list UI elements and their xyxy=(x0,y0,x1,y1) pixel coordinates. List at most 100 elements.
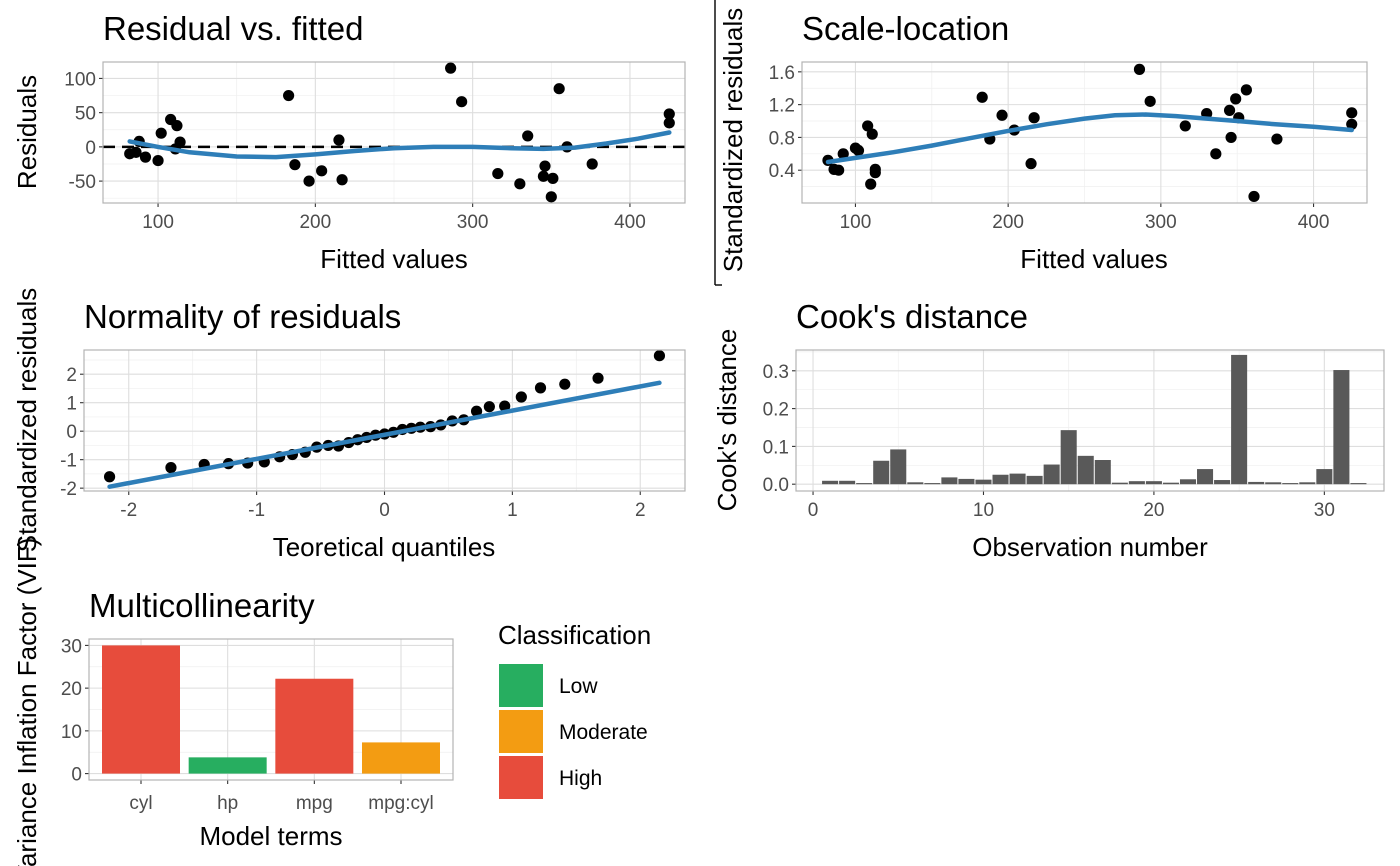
cooks-bar xyxy=(907,482,924,485)
cooks-bar xyxy=(1111,482,1128,485)
data-point xyxy=(586,158,598,170)
x-axis-title: Teoretical quantiles xyxy=(273,532,496,562)
data-point xyxy=(174,136,186,148)
x-axis-title: Fitted values xyxy=(320,244,467,274)
y-axis-title: Residuals xyxy=(12,75,42,189)
cooks-bar xyxy=(1179,479,1197,485)
y-tick-label: 0 xyxy=(71,765,82,786)
cooks-bar xyxy=(1282,483,1299,485)
data-point xyxy=(1223,104,1236,116)
legend-label-high: High xyxy=(559,767,602,790)
x-tick-label: 2 xyxy=(635,500,646,521)
cooks-bar xyxy=(1350,483,1367,485)
y-tick-label: 0 xyxy=(66,422,77,443)
x-tick-label: 100 xyxy=(840,212,872,233)
cooks-bar xyxy=(1231,354,1248,485)
cooks-bar xyxy=(992,474,1009,485)
x-tick-label: 20 xyxy=(1143,500,1164,521)
data-point xyxy=(445,62,457,74)
data-point xyxy=(592,372,604,384)
qq-reference-line xyxy=(107,380,662,489)
data-point xyxy=(130,146,142,158)
smooth-line xyxy=(825,112,1354,165)
cooks-bar xyxy=(1162,482,1179,485)
data-point xyxy=(833,164,845,176)
x-tick-label: 100 xyxy=(142,212,174,233)
data-point xyxy=(333,134,345,146)
cooks-bar xyxy=(1009,473,1026,485)
y-tick-label: 0.4 xyxy=(769,161,796,182)
legend-swatch-high xyxy=(499,756,543,799)
x-tick-label: 10 xyxy=(973,500,994,521)
legend-swatch-low xyxy=(499,664,543,707)
cooks-bar xyxy=(975,479,992,485)
x-tick-label: 300 xyxy=(457,212,489,233)
y-axis-title: Standardized residuals xyxy=(12,288,42,553)
x-tick-label: mpg xyxy=(296,793,333,814)
data-point xyxy=(515,391,527,403)
x-axis-title: Fitted values xyxy=(1020,244,1167,274)
cooks-bar xyxy=(1316,469,1333,485)
vif-bar-mpg xyxy=(275,678,354,774)
y-tick-label: 0.1 xyxy=(763,437,789,458)
data-point xyxy=(837,148,849,160)
plot-panel-border xyxy=(83,349,686,492)
data-point xyxy=(139,151,152,163)
x-axis-title: Model terms xyxy=(199,821,342,851)
cooks-bar xyxy=(1299,482,1316,485)
data-point xyxy=(1210,148,1222,160)
cooks-bar xyxy=(1060,430,1077,485)
y-tick-label: 1 xyxy=(66,394,77,415)
cooks-bar xyxy=(941,477,958,485)
x-tick-label: 0 xyxy=(808,500,819,521)
legend-title: Classification xyxy=(498,620,651,650)
y-tick-label: -1 xyxy=(60,451,77,472)
cooks-bar xyxy=(1333,370,1350,485)
y-tick-label: -50 xyxy=(69,172,96,193)
chart-title: Multicollinearity xyxy=(89,587,315,624)
y-tick-label: 0.2 xyxy=(763,400,789,421)
data-point xyxy=(866,128,878,140)
vif-bar-mpg-cyl xyxy=(362,742,440,774)
x-tick-label: 0 xyxy=(379,500,390,521)
data-point xyxy=(492,167,504,180)
chart-qq: -2 -1 0 1 2 -2 -1 0 1 2 Normality of residuals Teor… xyxy=(12,288,686,562)
plot-panel-border xyxy=(88,638,454,781)
cooks-bar xyxy=(873,460,890,485)
cooks-bar xyxy=(924,483,941,485)
y-axis-title: Variance Inflation Factor (VIF) xyxy=(12,538,42,866)
data-point xyxy=(283,89,295,102)
y-tick-label: 20 xyxy=(61,679,82,700)
data-point xyxy=(663,117,675,129)
cooks-bar xyxy=(1265,482,1282,485)
data-point xyxy=(483,401,495,413)
data-point xyxy=(1028,112,1040,124)
cooks-bar xyxy=(822,480,839,485)
cooks-bar xyxy=(1128,481,1145,485)
y-tick-label: 1.6 xyxy=(769,63,795,84)
y-tick-label: 100 xyxy=(64,69,96,90)
data-point xyxy=(1144,95,1156,107)
cooks-bar xyxy=(1145,481,1162,485)
data-point xyxy=(499,400,511,412)
x-tick-label: 400 xyxy=(614,212,646,233)
data-point xyxy=(852,144,865,157)
data-point xyxy=(289,159,301,171)
x-tick-label: 30 xyxy=(1314,500,1335,521)
data-point xyxy=(316,165,328,177)
y-axis-title: Standardized residuals xyxy=(718,8,748,273)
cooks-bar xyxy=(856,483,873,485)
x-tick-label: -2 xyxy=(120,500,137,521)
y-tick-label: 0 xyxy=(85,138,96,159)
data-point xyxy=(653,350,666,362)
x-tick-label: hp xyxy=(217,793,238,814)
x-tick-label: 200 xyxy=(299,212,331,233)
data-point xyxy=(862,120,874,132)
cooks-bar xyxy=(890,449,907,485)
x-tick-label: 200 xyxy=(992,212,1024,233)
cooks-bar xyxy=(1197,469,1214,485)
data-point xyxy=(534,382,547,394)
data-point xyxy=(1346,118,1358,130)
data-point xyxy=(1248,190,1260,203)
